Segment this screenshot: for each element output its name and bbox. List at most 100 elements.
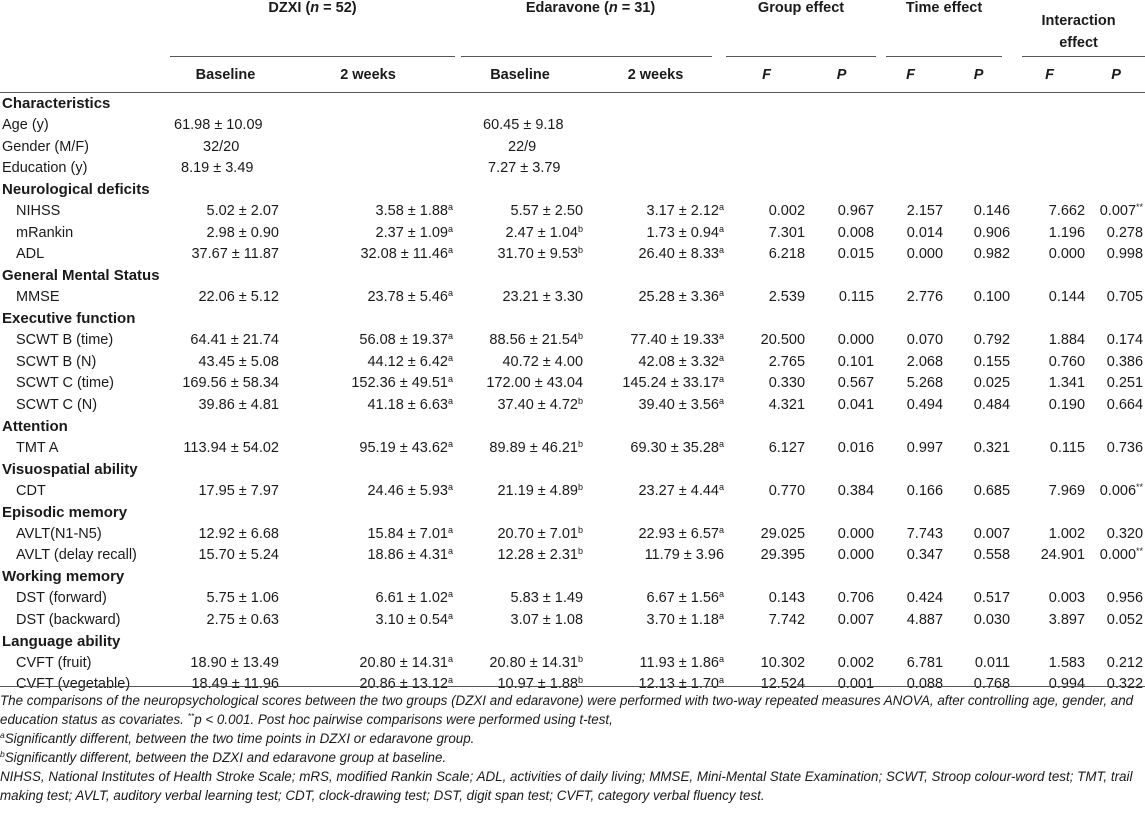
cell-eda-2weeks: 3.70 ± 1.18a [646,610,725,628]
cell-inter-p: 0.705 [1106,289,1144,306]
cell-dzxi-2weeks: 95.19 ± 43.62a [359,438,454,456]
row-label: SCWT C (time) [16,375,115,392]
cell-time-p: 0.982 [973,246,1011,263]
footnote-methods: The comparisons of the neuropsychologica… [0,693,1134,727]
cell-inter-p: 0.386 [1106,353,1144,370]
cell-dzxi-baseline: 17.95 ± 7.97 [198,482,279,499]
cell-dzxi-2weeks: 41.18 ± 6.63a [367,395,454,413]
cell-time-p: 0.146 [973,203,1011,220]
cell-inter-f: 0.760 [1048,353,1086,370]
cell-eda-baseline: 31.70 ± 9.53b [497,245,584,263]
cell-inter-f: 1.196 [1048,224,1086,241]
cell-time-p: 0.025 [973,375,1011,392]
cell-eda-baseline: 5.57 ± 2.50 [510,203,584,220]
header-dzxi: DZXI (n = 52) [268,0,357,16]
cell-eda: 60.45 ± 9.18 [483,117,564,134]
cell-time-p: 0.517 [973,590,1011,607]
cell-time-p: 0.685 [973,482,1011,499]
cell-dzxi-baseline: 2.75 ± 0.63 [206,611,279,628]
row-label: Gender (M/F) [2,138,90,155]
cell-time-f: 0.494 [906,396,944,413]
cell-time-p: 0.155 [973,353,1011,370]
cell-eda-2weeks: 3.17 ± 2.12a [646,202,725,220]
cell-eda-2weeks: 6.67 ± 1.56a [646,589,725,607]
cell-dzxi-2weeks: 3.10 ± 0.54a [375,610,454,628]
cell-group-p: 0.008 [837,224,875,241]
cell-inter-p: 0.000** [1099,546,1144,564]
cell-eda-baseline: 37.40 ± 4.72b [497,395,584,413]
table-row: Gender (M/F) 32/20 22/9 [0,136,1145,158]
cell-group-p: 0.000 [837,332,875,349]
cell-eda-2weeks: 39.40 ± 3.56a [638,395,725,413]
row-label: SCWT C (N) [16,396,98,413]
cell-eda-2weeks: 42.08 ± 3.32a [638,352,725,370]
table-row: AVLT(N1-N5) 12.92 ± 6.68 15.84 ± 7.01a 20.7… [0,523,1145,545]
header-inter-p: P [1111,66,1121,83]
cell-group-f: 0.770 [768,482,806,499]
cell-inter-p: 0.006** [1099,481,1144,499]
header-time-f: F [906,66,915,83]
table-row: DST (forward) 5.75 ± 1.06 6.61 ± 1.02a 5.83… [0,588,1145,610]
row-label: SCWT B (N) [16,353,97,370]
cell-eda-baseline: 40.72 ± 4.00 [502,353,584,370]
cell-group-f: 6.218 [768,246,806,263]
cell-group-p: 0.007 [837,611,875,628]
table-row: mRankin 2.98 ± 0.90 2.37 ± 1.09a 2.47 ± 1.0… [0,222,1145,244]
section-label: Attention [2,417,68,435]
table-row: Age (y) 61.98 ± 10.09 60.45 ± 9.18 [0,115,1145,137]
section-label: Language ability [2,632,121,650]
row-label: ADL [16,246,45,263]
cell-time-f: 0.014 [906,224,944,241]
cell-time-f: 0.424 [906,590,944,607]
cell-time-f: 7.743 [906,525,944,542]
cell-group-f: 29.395 [760,547,806,564]
cell-eda-baseline: 89.89 ± 46.21b [489,438,584,456]
cell-inter-f: 0.994 [1048,676,1086,693]
cell-eda-2weeks: 11.93 ± 1.86a [639,653,725,671]
cell-dzxi-baseline: 64.41 ± 21.74 [190,332,279,349]
cell-group-f: 7.742 [768,611,806,628]
cell-dzxi-baseline: 22.06 ± 5.12 [198,289,279,306]
row-label: DST (backward) [16,611,121,628]
section-label: Characteristics [0,92,1145,115]
cell-inter-f: 0.144 [1048,289,1086,306]
cell-group-f: 0.143 [768,590,806,607]
cell-eda-baseline: 20.80 ± 14.31b [489,653,584,671]
table-row: SCWT C (N) 39.86 ± 4.81 41.18 ± 6.63a 37.40… [0,394,1145,416]
cell-eda-2weeks: 1.73 ± 0.94a [646,223,725,241]
cell-group-f: 7.301 [768,224,806,241]
cell-eda-baseline: 10.97 ± 1.88b [497,675,584,693]
cell-time-p: 0.100 [973,289,1011,306]
cell-eda-2weeks: 69.30 ± 35.28a [630,438,725,456]
cell-eda-2weeks: 22.93 ± 6.57a [638,524,725,542]
cell-time-f: 2.157 [906,203,944,220]
cell-inter-f: 3.897 [1048,611,1086,628]
cell-inter-f: 7.969 [1048,482,1086,499]
footnote-b: bSignificantly different, between the DZ… [0,749,447,765]
cell-eda-baseline: 23.21 ± 3.30 [502,289,584,306]
row-label: DST (forward) [16,590,107,607]
cell-inter-f: 0.003 [1048,590,1086,607]
table-row: MMSE 22.06 ± 5.12 23.78 ± 5.46a 23.21 ± 3.3… [0,287,1145,309]
cell-group-p: 0.000 [837,547,875,564]
cell-inter-p: 0.007** [1099,202,1144,220]
cell-eda-2weeks: 12.13 ± 1.70a [638,675,725,693]
section-label: Neurological deficits [2,181,150,199]
cell-eda: 22/9 [508,138,537,155]
cell-dzxi-2weeks: 6.61 ± 1.02a [375,589,454,607]
cell-dzxi-2weeks: 24.46 ± 5.93a [367,481,454,499]
cell-time-f: 5.268 [906,375,944,392]
table-row: CVFT (vegetable) 18.49 ± 11.96 20.86 ± 13.… [0,674,1145,696]
cell-time-f: 0.997 [906,439,944,456]
cell-inter-f: 1.583 [1048,654,1086,671]
cell-inter-f: 0.000 [1048,246,1086,263]
footnote-abbreviations: NIHSS, National Institutes of Health Str… [0,769,1133,803]
table-row: Education (y) 8.19 ± 3.49 7.27 ± 3.79 [0,158,1145,180]
row-label: mRankin [16,224,74,241]
cell-dzxi-2weeks: 56.08 ± 19.37a [359,331,454,349]
cell-dzxi-2weeks: 15.84 ± 7.01a [367,524,454,542]
header-eda-baseline: Baseline [490,66,550,83]
table-row: SCWT B (time) 64.41 ± 21.74 56.08 ± 19.37a… [0,330,1145,352]
row-label: TMT A [16,439,59,456]
